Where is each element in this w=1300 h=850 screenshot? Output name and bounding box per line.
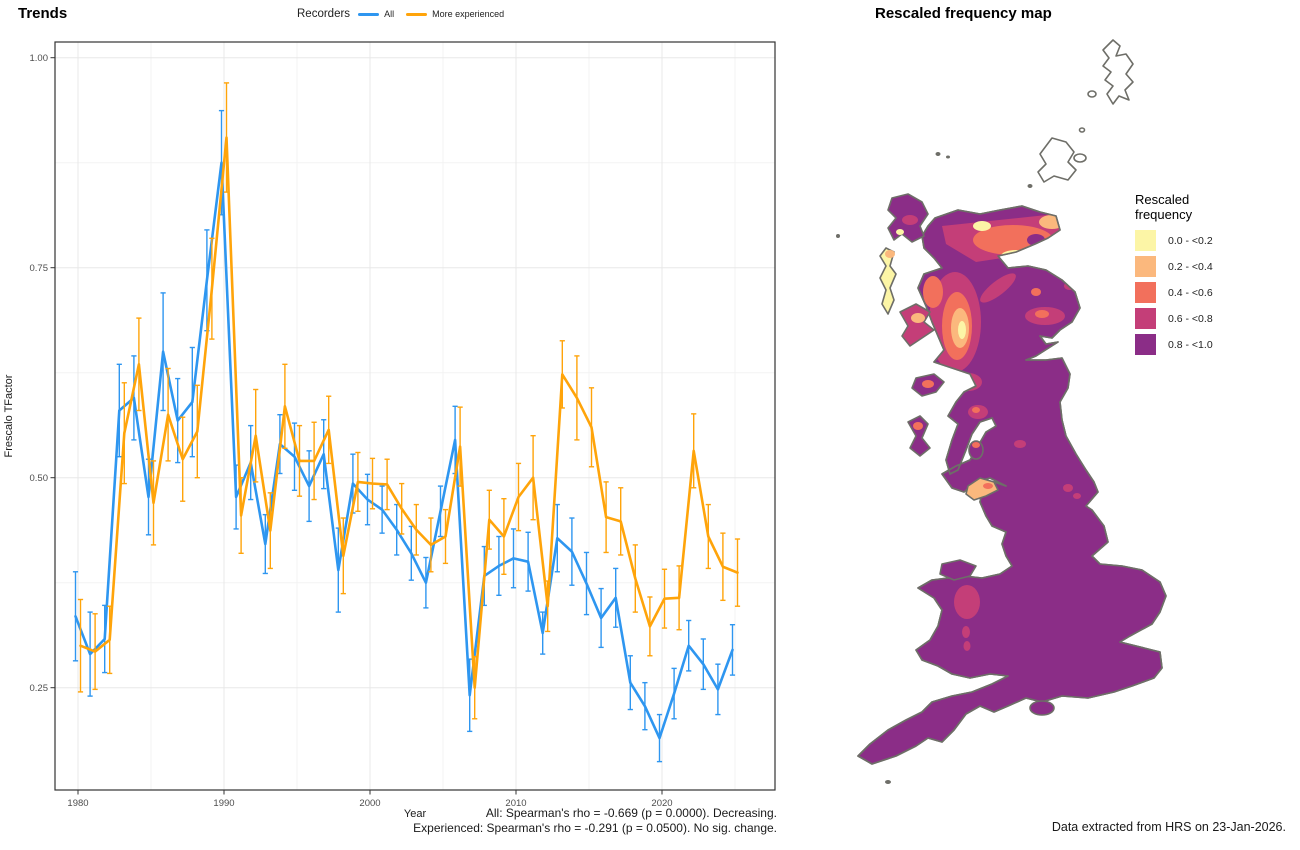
st-kilda-dot <box>836 234 840 238</box>
series-all <box>72 109 736 763</box>
legend-label: 0.8 - <1.0 <box>1168 338 1213 351</box>
harris-patch <box>896 229 904 235</box>
map-legend-item-0: 0.0 - <0.2 <box>1135 230 1265 251</box>
legend-swatch-icon <box>1135 334 1156 355</box>
skerry-dot-2 <box>935 152 941 156</box>
anglesey <box>939 559 977 581</box>
legend-line-key-icon <box>358 12 380 16</box>
legend-label: 0.6 - <0.8 <box>1168 312 1213 325</box>
legend-label: 0.0 - <0.2 <box>1168 234 1213 247</box>
stats-line-experienced: Experienced: Spearman's rho = -0.291 (p … <box>413 821 777 835</box>
y-tick-label: 0.75 <box>30 263 49 274</box>
recorders-legend-item-1: More experienced <box>406 9 504 19</box>
axes: 1980 1990 2000 2010 2020 0.25 0.50 0.75 1.00 <box>30 53 673 809</box>
stats-line-all: All: Spearman's rho = -0.669 (p = 0.0000… <box>485 806 777 820</box>
isle-of-man-patch <box>983 483 993 489</box>
x-tick-label: 1980 <box>67 798 88 809</box>
map-panel-title: Rescaled frequency map <box>875 5 1052 22</box>
shetland-islet <box>1087 90 1097 98</box>
legend-item-label: More experienced <box>432 9 505 19</box>
legend-label: 0.2 - <0.4 <box>1168 260 1213 273</box>
uists-barra <box>879 247 897 315</box>
trends-chart: 1980 1990 2000 2010 2020 0.25 0.50 0.75 1.00 Year… <box>3 41 776 820</box>
x-tick-label: 2010 <box>505 798 526 809</box>
legend-items: All More experienced <box>358 9 504 19</box>
islay-jura <box>907 415 931 457</box>
map-legend-title: Rescaled frequency <box>1135 192 1193 222</box>
islay-patch <box>913 422 923 430</box>
panel-border <box>54 41 776 791</box>
trend-line-all <box>74 161 734 740</box>
skye-patch <box>911 313 925 323</box>
map-legend-item-2: 0.4 - <0.6 <box>1135 282 1265 303</box>
legend-line-key-icon <box>406 12 428 16</box>
map-caption: Data extracted from HRS on 23-Jan-2026. <box>1051 820 1286 834</box>
map-legend-items: 0.0 - <0.2 0.2 - <0.4 0.4 - <0.6 0.6 - <0.8… <box>1135 230 1265 355</box>
legend-swatch-icon <box>1135 230 1156 251</box>
gb-frequency-map <box>836 39 1167 784</box>
x-tick-label: 1990 <box>213 798 234 809</box>
map-legend: Rescaled frequency 0.0 - <0.2 0.2 - <0.4 0… <box>1135 192 1265 360</box>
trends-panel-title: Trends <box>18 5 68 22</box>
lewis-patch <box>902 215 918 225</box>
legend-swatch-icon <box>1135 256 1156 277</box>
skerry-dot-3 <box>946 155 950 159</box>
y-tick-label: 0.25 <box>30 683 49 694</box>
x-tick-label: 2000 <box>359 798 380 809</box>
uist-patch <box>885 250 895 258</box>
legend-item-label: All <box>384 9 395 19</box>
recorders-legend-item-0: All <box>358 9 394 19</box>
mull-patch <box>922 380 934 388</box>
legend-title: Recorders <box>297 8 351 20</box>
series-layer <box>72 82 741 763</box>
map-legend-item-4: 0.8 - <1.0 <box>1135 334 1265 355</box>
x-axis-title: Year <box>404 808 427 820</box>
fair-isle <box>1078 127 1086 133</box>
skerry-dot <box>1027 184 1033 188</box>
y-tick-label: 0.50 <box>30 473 49 484</box>
legend-label: 0.4 - <0.6 <box>1168 286 1213 299</box>
scilly-dot <box>885 780 891 784</box>
orkney-outline <box>1037 137 1077 183</box>
x-tick-label: 2020 <box>651 798 672 809</box>
map-legend-item-1: 0.2 - <0.4 <box>1135 256 1265 277</box>
y-tick-label: 1.00 <box>30 53 49 64</box>
map-legend-item-3: 0.6 - <0.8 <box>1135 308 1265 329</box>
shetland-outline <box>1102 39 1134 105</box>
series-more-experienced <box>77 82 741 720</box>
skye <box>899 303 935 347</box>
gb-mainland <box>857 205 1167 765</box>
y-axis-title: Frescalo TFactor <box>3 374 15 457</box>
arran-patch <box>972 442 980 448</box>
trend-line-experienced <box>79 136 739 690</box>
gb-coastline-overlay <box>857 205 1167 765</box>
recorders-legend: Recorders All More experienced <box>297 8 504 20</box>
orkney-islet <box>1073 153 1087 163</box>
isle-of-wight <box>1029 700 1055 716</box>
legend-swatch-icon <box>1135 308 1156 329</box>
spearman-stats-caption: All: Spearman's rho = -0.669 (p = 0.0000… <box>0 806 777 836</box>
legend-swatch-icon <box>1135 282 1156 303</box>
gridlines <box>55 42 775 790</box>
